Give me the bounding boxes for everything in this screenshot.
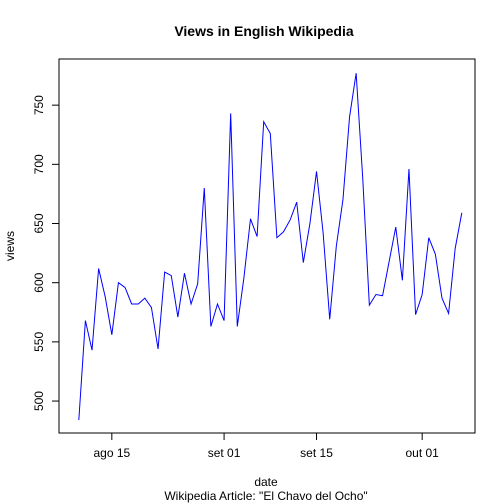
x-tick-label: out 01 (405, 446, 439, 460)
series-line (78, 73, 463, 421)
x-axis-label: date (254, 475, 278, 489)
y-axis: 500 550 600 650 700 750 (32, 95, 60, 411)
series-layer (78, 73, 463, 421)
x-axis: ago 15 set 01 set 15 out 01 (93, 432, 439, 460)
x-tick-label: ago 15 (93, 446, 130, 460)
y-tick-label: 550 (32, 332, 46, 352)
y-tick-label: 700 (32, 154, 46, 174)
chart-subtitle: Wikipedia Article: "El Chavo del Ocho" (164, 489, 367, 503)
y-tick-label: 500 (32, 391, 46, 411)
y-axis-label: views (3, 231, 17, 261)
x-tick-label: set 01 (208, 446, 241, 460)
y-tick-label: 600 (32, 272, 46, 292)
y-tick-label: 750 (32, 95, 46, 115)
x-tick-label: set 15 (300, 446, 333, 460)
chart-title: Views in English Wikipedia (174, 23, 354, 39)
y-tick-label: 650 (32, 213, 46, 233)
